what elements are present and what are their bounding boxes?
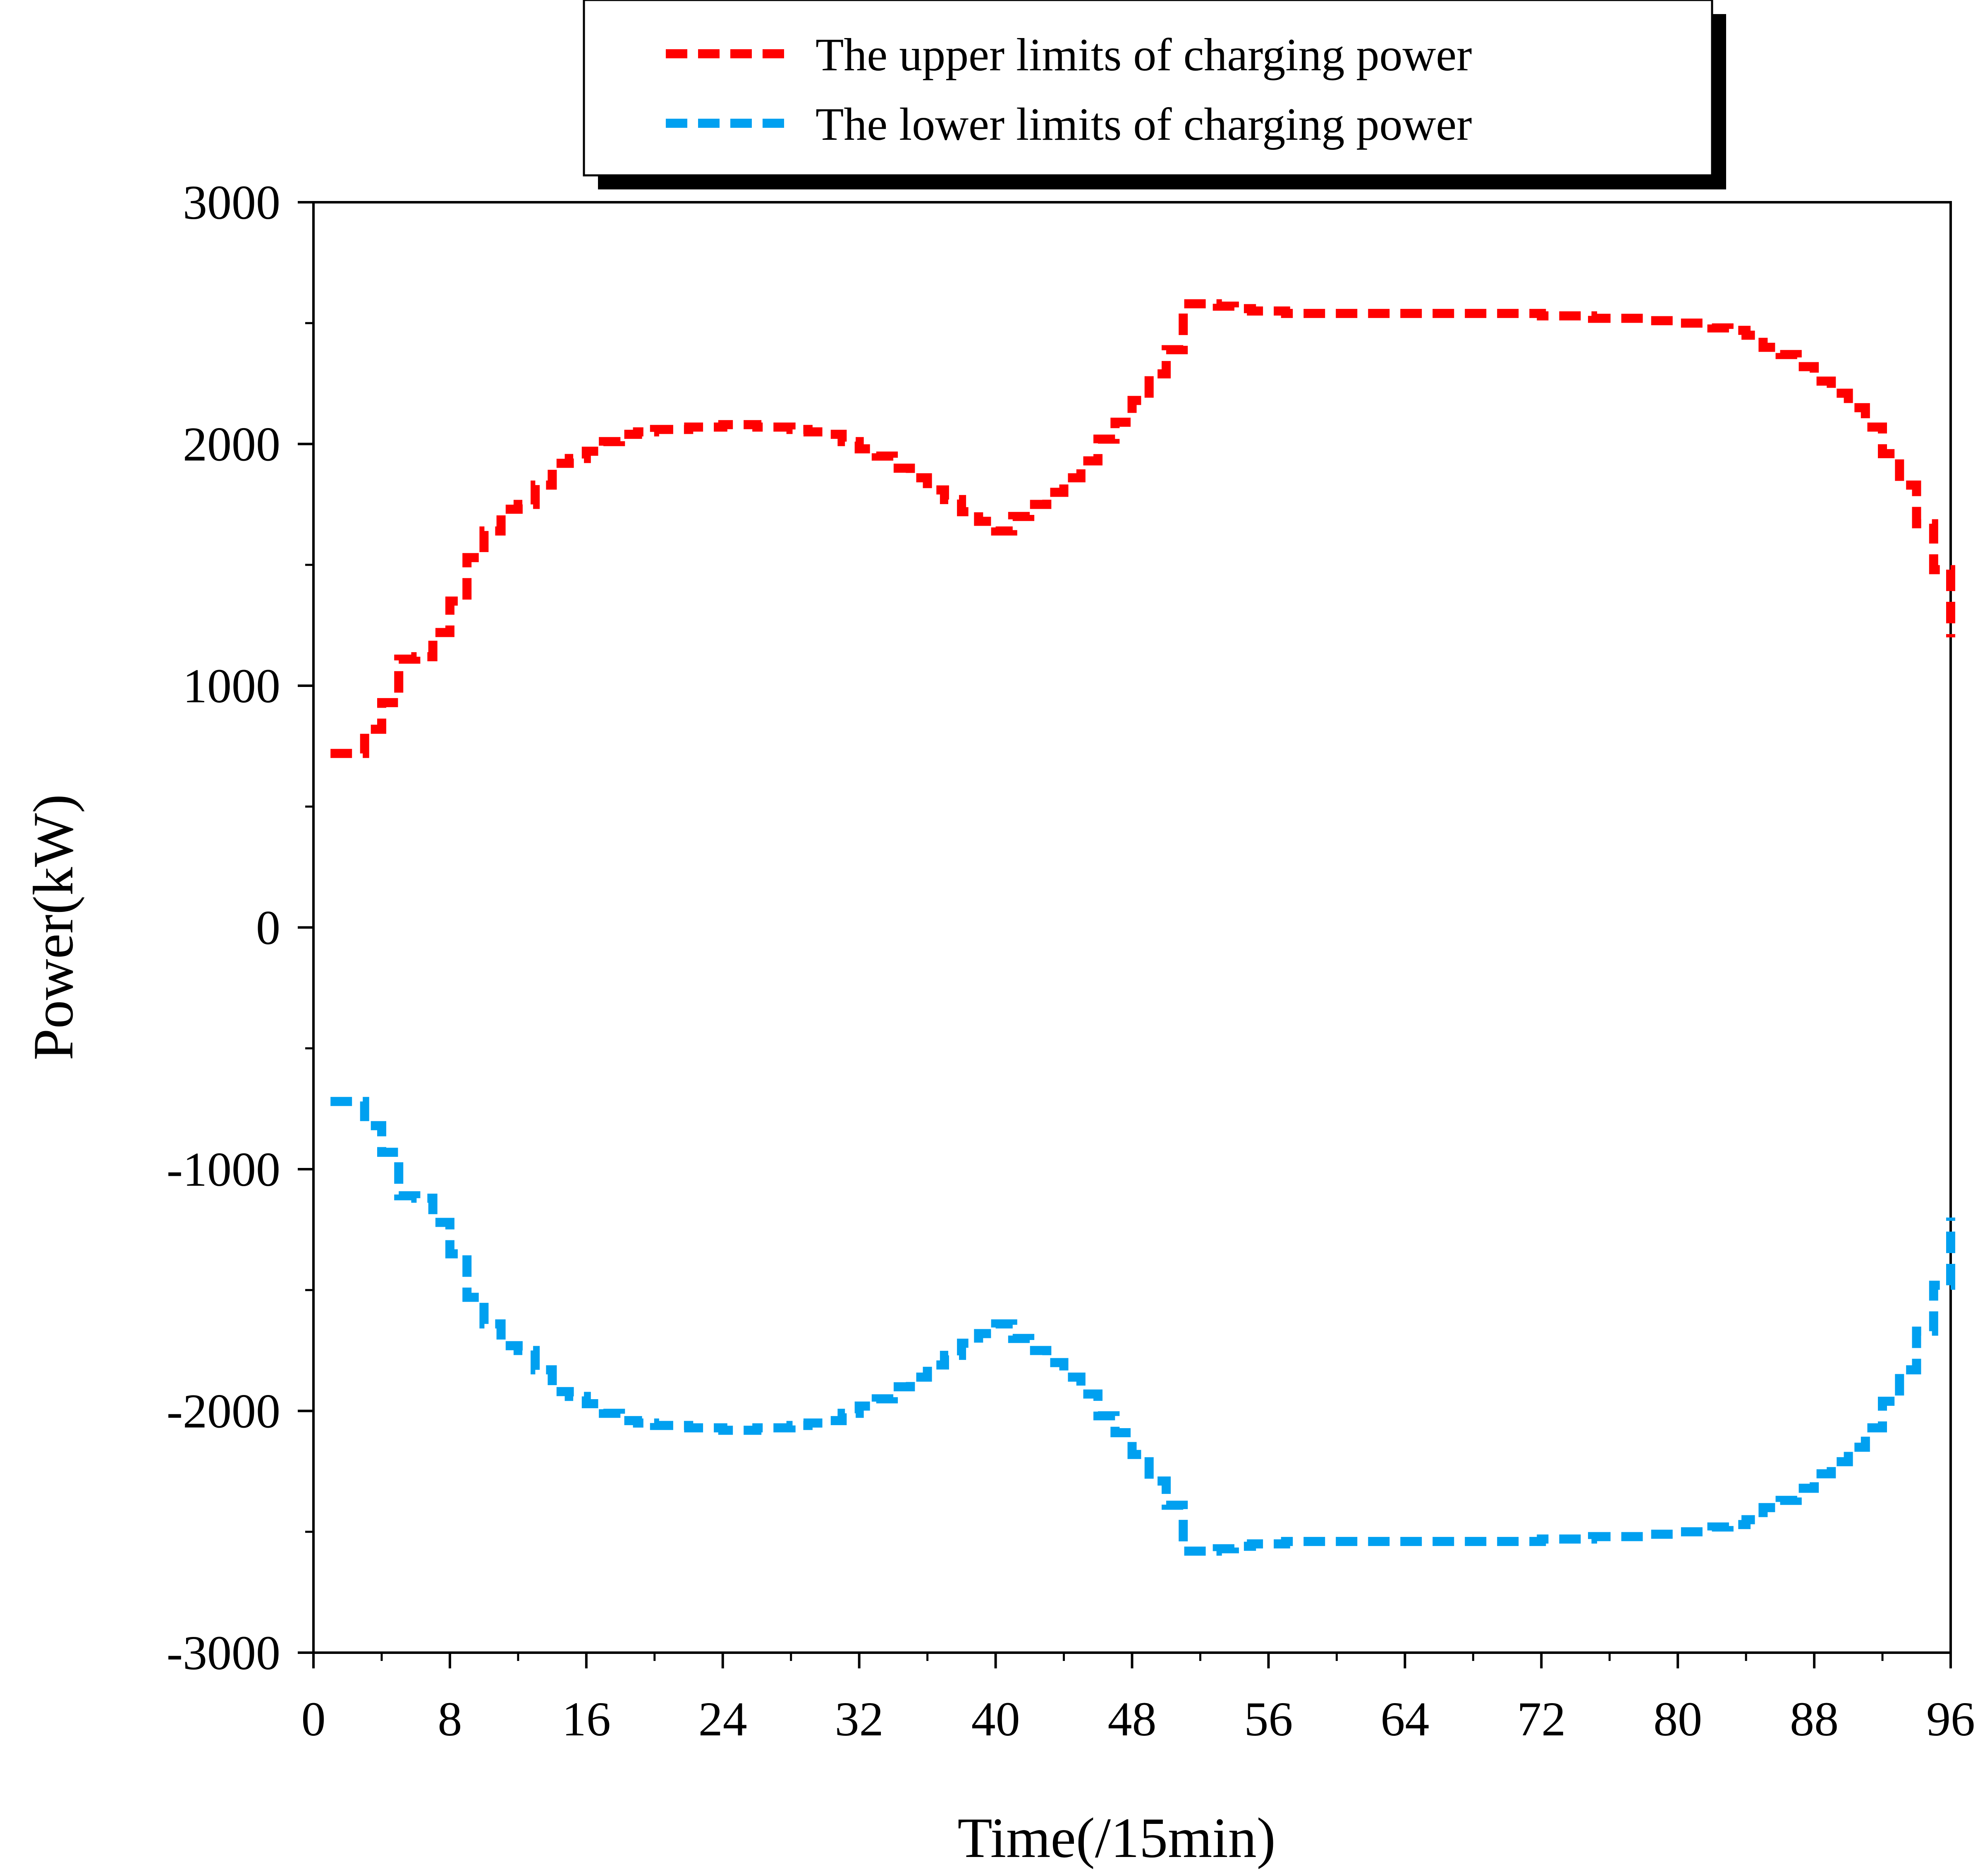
series-upper-limit-line bbox=[330, 299, 1955, 758]
x-tick-label: 24 bbox=[698, 1692, 747, 1746]
x-tick-label: 56 bbox=[1244, 1692, 1293, 1746]
y-tick-label: -1000 bbox=[167, 1142, 280, 1196]
x-tick-label: 32 bbox=[835, 1692, 884, 1746]
x-tick-label: 72 bbox=[1517, 1692, 1566, 1746]
y-axis-title: Power(kW) bbox=[22, 794, 85, 1060]
legend-label-lower: The lower limits of charging power bbox=[816, 99, 1472, 150]
x-tick-label: 8 bbox=[438, 1692, 462, 1746]
y-tick-label: 3000 bbox=[183, 175, 280, 230]
x-tick-label: 48 bbox=[1108, 1692, 1157, 1746]
y-tick-label: 2000 bbox=[183, 417, 280, 471]
x-tick-label: 96 bbox=[1926, 1692, 1975, 1746]
x-tick-label: 80 bbox=[1653, 1692, 1702, 1746]
y-tick-label: 0 bbox=[256, 901, 280, 955]
legend: The upper limits of charging power The l… bbox=[583, 0, 1726, 189]
legend-label-upper: The upper limits of charging power bbox=[816, 29, 1472, 81]
y-tick-label: 1000 bbox=[183, 659, 280, 713]
y-axis: -3000 -2000 -1000 0 1000 2000 3000 bbox=[167, 175, 313, 1680]
y-tick-label: -3000 bbox=[167, 1626, 280, 1680]
x-axis: 0 8 16 24 32 40 48 56 64 72 80 88 96 bbox=[301, 1653, 1975, 1746]
x-axis-title: Time(/15min) bbox=[957, 1806, 1275, 1869]
y-tick-label: -2000 bbox=[167, 1384, 280, 1438]
x-tick-label: 40 bbox=[971, 1692, 1020, 1746]
x-tick-label: 16 bbox=[562, 1692, 611, 1746]
x-tick-label: 0 bbox=[301, 1692, 326, 1746]
x-tick-label: 88 bbox=[1790, 1692, 1839, 1746]
series-lower-limit-line bbox=[330, 1097, 1955, 1556]
plot-series bbox=[330, 299, 1955, 1556]
x-tick-label: 64 bbox=[1380, 1692, 1429, 1746]
legend-box bbox=[583, 0, 1713, 177]
